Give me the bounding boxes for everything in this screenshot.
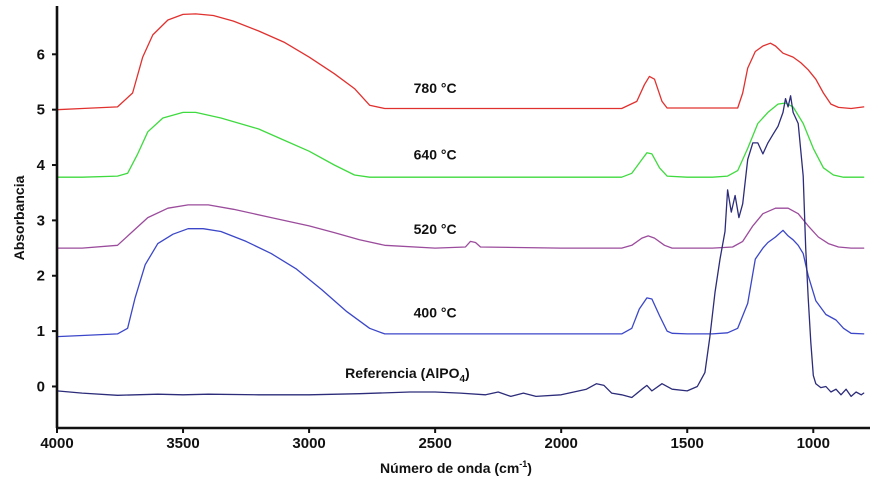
y-tick-label: 5 — [37, 102, 45, 119]
y-tick-label: 6 — [37, 46, 45, 63]
series-annotation: 520 °C — [414, 221, 457, 237]
x-tick-label: 3500 — [166, 435, 199, 452]
x-tick-label: 4000 — [40, 435, 73, 452]
y-tick-label: 1 — [37, 323, 45, 340]
spectrum-line-5 — [56, 95, 865, 399]
series-annotation: 400 °C — [414, 304, 457, 320]
x-axis-label-superscript: -1 — [519, 459, 527, 469]
y-axis-label: Absorbancia — [11, 175, 27, 260]
ticks-layer: 4000 3500 3000 2500 2000 1500 1000 0 1 2 3 4 5 6 — [37, 46, 830, 452]
x-tick-label: 1500 — [671, 435, 704, 452]
y-tick-label: 0 — [37, 378, 45, 395]
y-tick-label: 4 — [37, 157, 46, 174]
series-annotation: Referencia (AlPO4) — [345, 365, 470, 385]
series-annotation: 640 °C — [414, 146, 457, 162]
axes-layer — [55, 6, 870, 430]
x-axis-label: Número de onda (cm-1) — [380, 459, 532, 476]
spectrum-line-4 — [56, 228, 865, 338]
spectrum-line-2 — [56, 102, 865, 178]
spectrum-line-3 — [56, 204, 865, 249]
x-tick-label: 1000 — [797, 435, 830, 452]
series-layer — [56, 13, 865, 399]
series-annotation: 780 °C — [414, 80, 457, 96]
x-tick-label: 2000 — [544, 435, 577, 452]
y-tick-label: 3 — [37, 212, 45, 229]
spectrum-line-1 — [56, 13, 865, 111]
x-tick-label: 3000 — [292, 435, 325, 452]
annotation-layer: 780 °C 640 °C 520 °C 400 °C Referencia (AlPO… — [345, 80, 470, 385]
x-axis-label-end: ) — [527, 460, 532, 476]
x-axis-label-text: Número de onda (cm — [380, 460, 519, 476]
x-tick-label: 2500 — [418, 435, 451, 452]
y-tick-label: 2 — [37, 268, 45, 285]
